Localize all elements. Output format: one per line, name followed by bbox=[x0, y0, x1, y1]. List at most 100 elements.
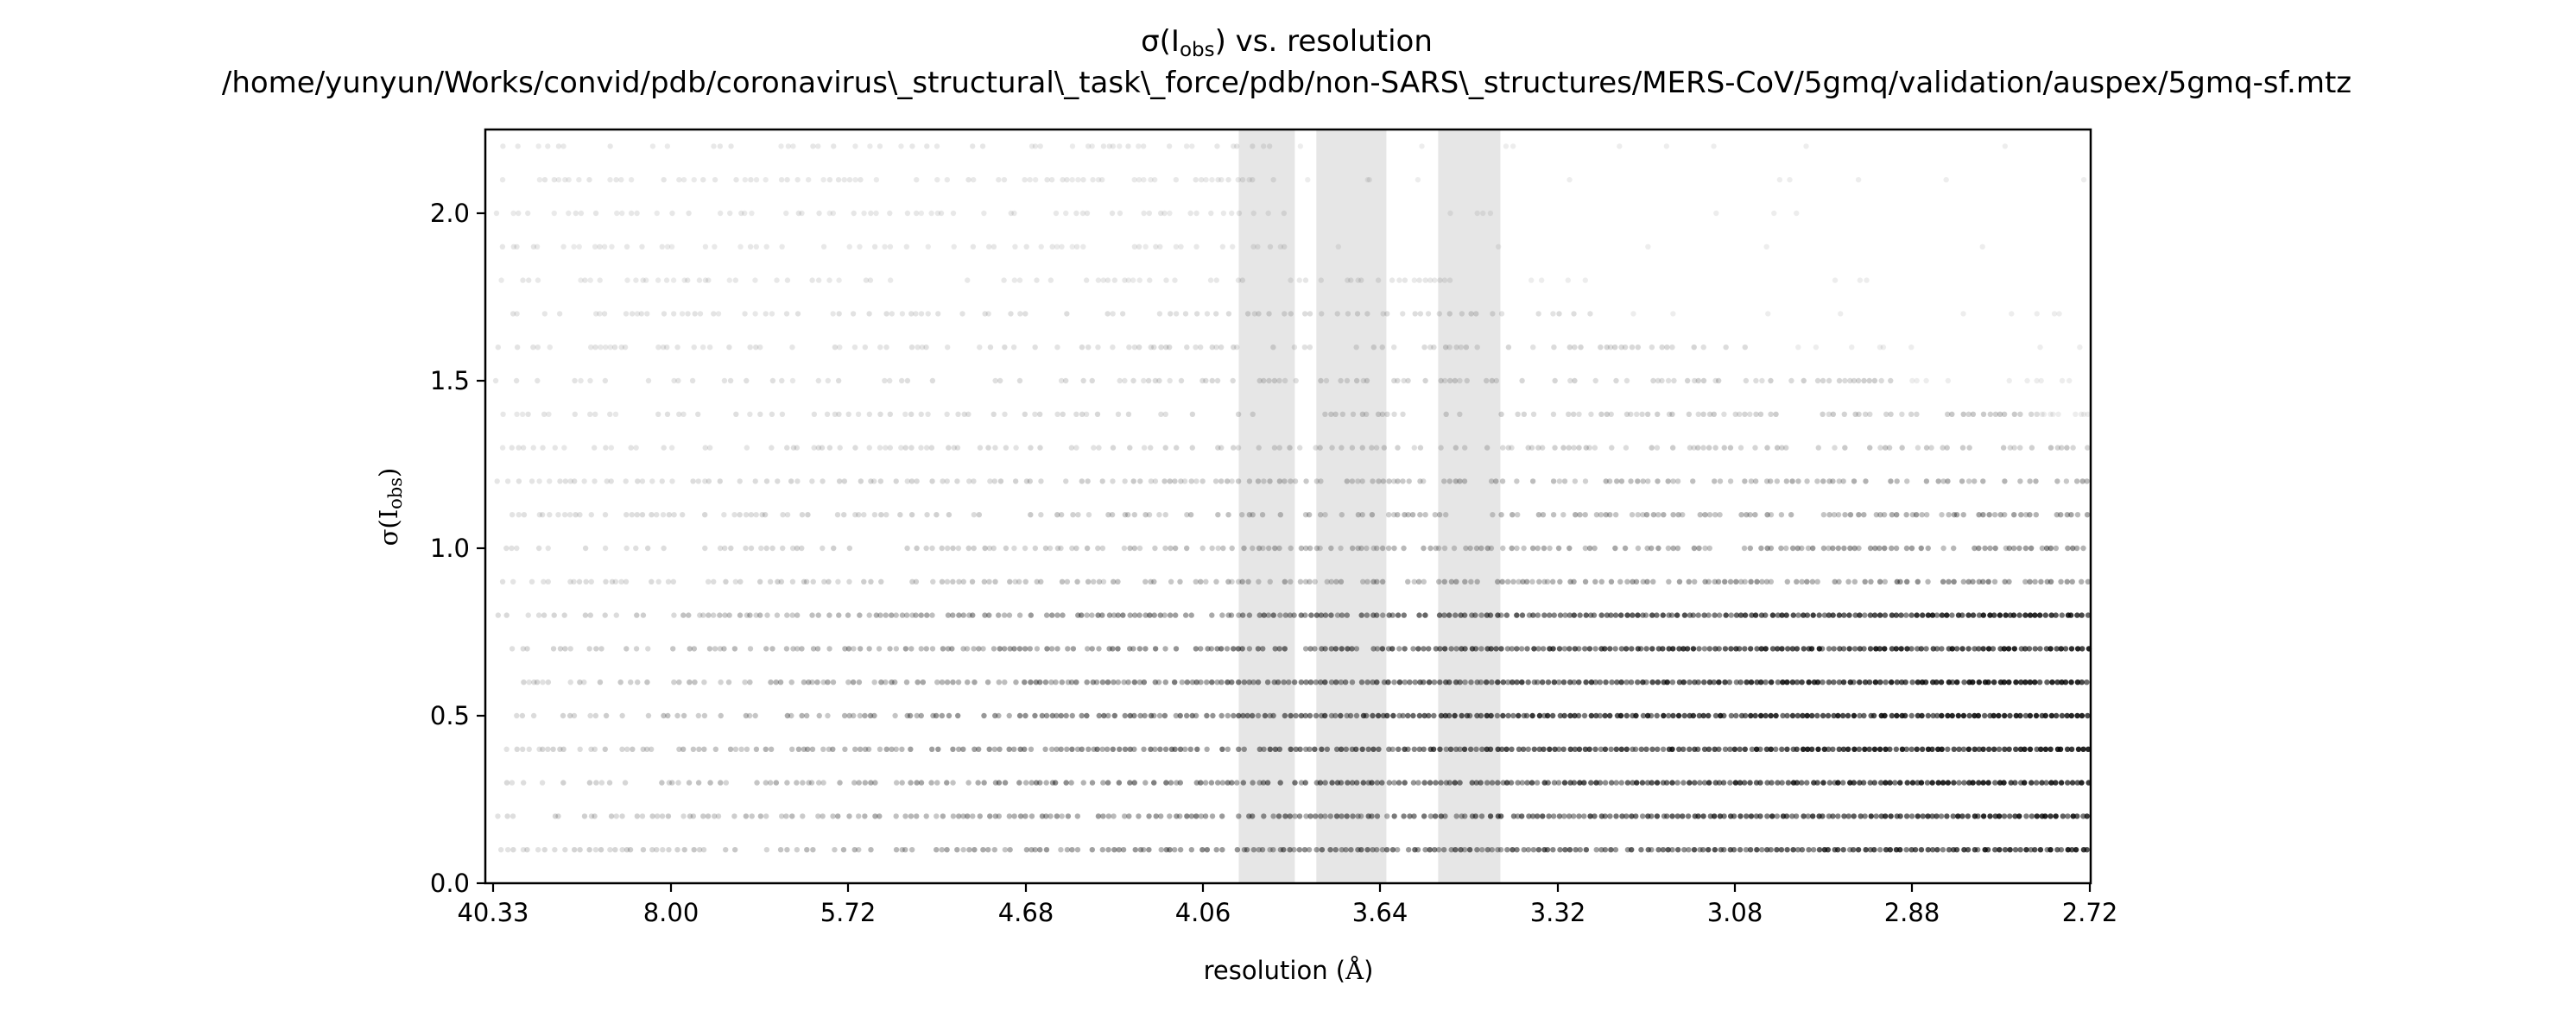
data-point bbox=[783, 646, 790, 652]
data-point bbox=[1721, 445, 1727, 451]
data-point bbox=[1805, 545, 1812, 552]
data-point bbox=[1338, 712, 1344, 719]
data-point bbox=[1473, 746, 1479, 752]
data-point bbox=[1877, 612, 1883, 618]
data-point bbox=[1027, 478, 1034, 484]
data-point bbox=[1305, 177, 1311, 183]
data-point bbox=[1177, 746, 1184, 752]
data-point bbox=[1059, 679, 1066, 686]
data-point bbox=[850, 311, 857, 317]
data-point bbox=[1339, 847, 1345, 853]
data-point bbox=[1556, 311, 1562, 317]
data-point bbox=[1016, 780, 1022, 786]
data-point bbox=[1197, 344, 1204, 351]
data-point bbox=[1032, 344, 1038, 351]
data-point bbox=[1976, 612, 1983, 618]
data-point bbox=[2033, 512, 2040, 518]
data-point bbox=[1562, 612, 1568, 618]
data-point bbox=[1328, 612, 1334, 618]
data-point bbox=[1347, 712, 1354, 719]
data-point bbox=[868, 578, 874, 584]
data-point bbox=[1851, 746, 1858, 752]
data-point bbox=[1319, 746, 1325, 752]
data-point bbox=[1530, 612, 1536, 618]
data-point bbox=[1142, 712, 1148, 719]
data-point bbox=[701, 679, 707, 686]
data-point bbox=[572, 478, 578, 484]
data-point bbox=[1675, 712, 1682, 719]
data-point bbox=[2084, 512, 2091, 518]
data-point bbox=[893, 478, 899, 484]
data-point bbox=[587, 712, 593, 719]
data-point bbox=[1291, 847, 1297, 853]
data-point bbox=[1716, 646, 1722, 652]
data-point bbox=[763, 311, 769, 317]
data-point bbox=[1011, 746, 1017, 752]
data-point bbox=[1374, 780, 1381, 786]
data-point bbox=[1733, 679, 1740, 686]
data-point bbox=[1835, 780, 1841, 786]
data-point bbox=[924, 143, 930, 149]
data-point bbox=[711, 813, 718, 819]
data-point bbox=[1422, 277, 1428, 283]
data-point bbox=[1723, 344, 1729, 351]
data-point bbox=[1767, 478, 1774, 484]
data-point bbox=[2002, 512, 2008, 518]
data-point bbox=[1489, 847, 1495, 853]
data-point bbox=[1925, 847, 1931, 853]
data-point bbox=[1836, 578, 1842, 584]
data-point bbox=[1443, 512, 1449, 518]
data-point bbox=[1250, 545, 1256, 552]
data-point bbox=[1136, 143, 1142, 149]
data-point bbox=[939, 578, 946, 584]
data-point bbox=[1384, 411, 1390, 417]
data-point bbox=[1808, 646, 1815, 652]
data-point bbox=[718, 780, 724, 786]
data-point bbox=[702, 243, 709, 250]
data-point bbox=[1172, 746, 1178, 752]
data-point bbox=[1800, 746, 1807, 752]
data-point bbox=[717, 612, 723, 618]
data-point bbox=[1909, 377, 1915, 384]
data-point bbox=[561, 512, 568, 518]
data-point bbox=[1845, 578, 1851, 584]
data-point bbox=[1883, 847, 1889, 853]
data-point bbox=[644, 311, 650, 317]
data-point bbox=[1353, 377, 1360, 384]
data-point bbox=[1333, 578, 1339, 584]
data-point bbox=[634, 210, 640, 217]
data-point bbox=[946, 712, 953, 719]
data-point bbox=[945, 344, 951, 351]
data-point bbox=[1566, 344, 1573, 351]
data-point bbox=[1813, 344, 1820, 351]
data-point bbox=[747, 344, 753, 351]
data-point bbox=[1639, 411, 1645, 417]
y-axis-ticks: 0.00.51.01.52.0 bbox=[430, 199, 485, 898]
data-point bbox=[1230, 646, 1237, 652]
data-point bbox=[1038, 243, 1044, 250]
data-point bbox=[1043, 813, 1049, 819]
data-point bbox=[1650, 512, 1657, 518]
data-point bbox=[1167, 311, 1174, 317]
data-point bbox=[1842, 377, 1848, 384]
data-point bbox=[1764, 813, 1770, 819]
data-point bbox=[1712, 612, 1718, 618]
data-point bbox=[1416, 712, 1423, 719]
data-point bbox=[2070, 445, 2076, 451]
data-point bbox=[1302, 646, 1309, 652]
data-point bbox=[1266, 143, 1273, 149]
data-point bbox=[1062, 377, 1069, 384]
data-point bbox=[1147, 277, 1153, 283]
data-point bbox=[1204, 847, 1211, 853]
data-point bbox=[1784, 646, 1791, 652]
data-point bbox=[1016, 277, 1023, 283]
data-point bbox=[845, 679, 851, 686]
data-point bbox=[757, 813, 764, 819]
data-point bbox=[1530, 847, 1537, 853]
data-point bbox=[660, 847, 666, 853]
data-point bbox=[540, 679, 546, 686]
data-point bbox=[1723, 612, 1729, 618]
data-point bbox=[2054, 847, 2060, 853]
data-point bbox=[1049, 780, 1056, 786]
data-point bbox=[855, 813, 862, 819]
